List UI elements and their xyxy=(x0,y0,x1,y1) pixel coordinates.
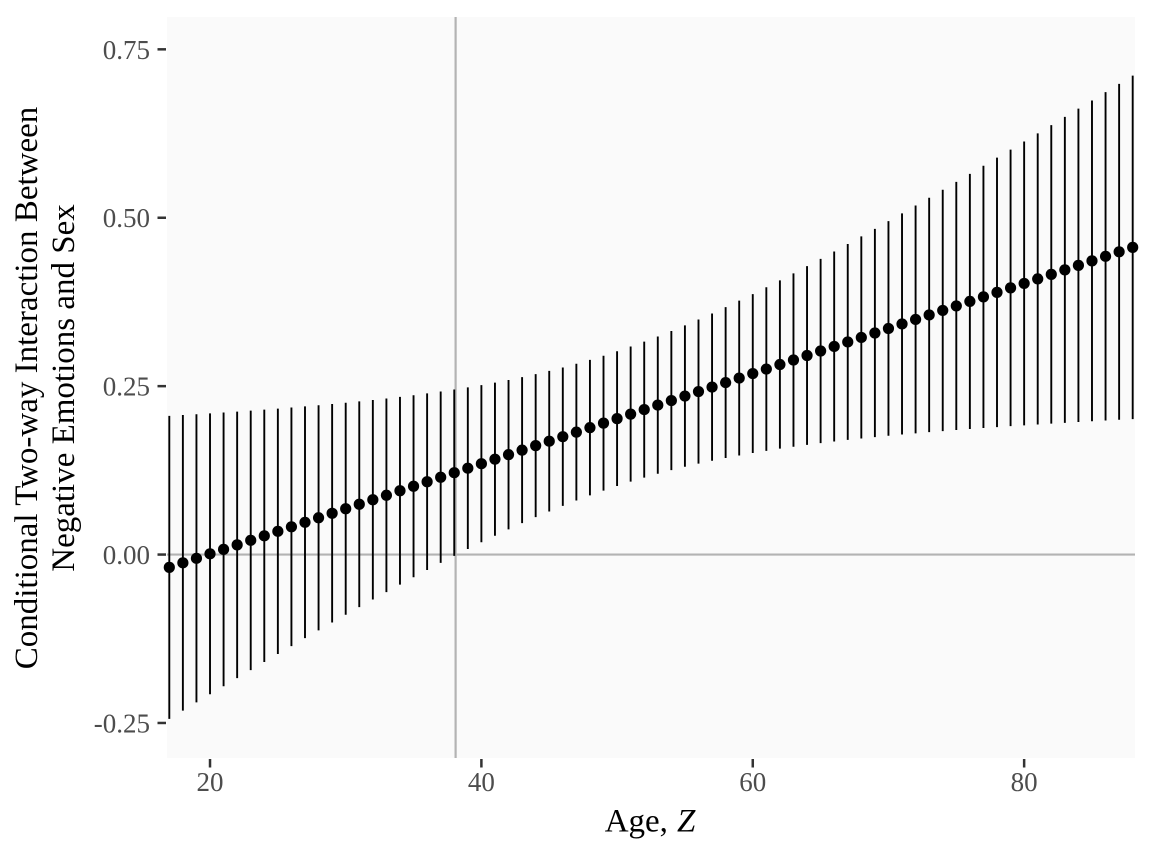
estimate-data-point xyxy=(991,286,1003,298)
estimate-data-point xyxy=(340,503,352,515)
estimate-data-point xyxy=(204,548,216,560)
estimate-data-point xyxy=(882,322,895,335)
estimate-data-point xyxy=(516,444,528,456)
estimate-data-point xyxy=(326,507,338,519)
estimate-data-point xyxy=(1059,264,1071,276)
estimate-data-point xyxy=(652,399,664,411)
estimate-data-point xyxy=(747,367,759,380)
x-axis-tick-label: 80 xyxy=(1011,767,1038,797)
estimate-data-point xyxy=(909,313,922,326)
estimate-data-point xyxy=(787,354,800,366)
x-axis-tick-label: 60 xyxy=(739,767,766,797)
estimate-data-point xyxy=(217,543,230,555)
estimate-data-point xyxy=(720,376,732,389)
estimate-data-point xyxy=(584,422,596,434)
x-axis-title-variable: Z xyxy=(676,803,696,840)
estimate-data-point xyxy=(299,516,311,528)
x-axis-title-text: Age, xyxy=(604,803,668,840)
estimate-data-point xyxy=(543,435,555,447)
estimate-data-point xyxy=(190,552,203,564)
estimate-data-point xyxy=(1004,282,1017,294)
estimate-data-point xyxy=(177,557,189,569)
estimate-data-point xyxy=(1032,273,1044,285)
estimate-data-point xyxy=(380,489,393,501)
estimate-data-point xyxy=(272,525,284,537)
estimate-data-point xyxy=(665,394,677,407)
estimate-data-point xyxy=(421,476,433,488)
estimate-data-point xyxy=(1072,259,1085,271)
estimate-data-point xyxy=(530,440,542,452)
x-axis-title: Age, Z xyxy=(605,804,696,841)
estimate-data-point xyxy=(692,385,705,398)
estimate-data-point xyxy=(896,318,908,330)
x-axis-tick-label: 40 xyxy=(468,767,495,797)
estimate-data-point xyxy=(842,336,854,348)
estimate-data-point xyxy=(638,403,650,416)
estimate-data-point xyxy=(1113,246,1125,258)
y-axis-tick-label: 0.25 xyxy=(103,372,150,402)
y-axis-tick-label: -0.25 xyxy=(94,708,150,738)
estimate-data-point xyxy=(977,291,990,303)
estimate-data-point xyxy=(435,471,447,483)
estimate-data-point xyxy=(163,561,175,573)
estimate-data-point xyxy=(625,408,637,420)
estimate-data-point xyxy=(367,494,379,506)
estimate-data-point xyxy=(774,358,786,371)
estimate-data-point xyxy=(597,417,610,429)
estimate-data-point xyxy=(312,512,325,524)
y-axis-tick-label: 0.75 xyxy=(103,35,150,65)
estimate-data-point xyxy=(1086,255,1098,267)
estimate-data-point xyxy=(353,498,365,510)
estimate-data-point xyxy=(462,462,474,474)
estimate-data-point xyxy=(964,295,976,308)
estimate-data-point xyxy=(828,340,840,353)
estimate-data-point xyxy=(1045,268,1057,280)
estimate-data-point xyxy=(502,449,515,461)
y-axis-title-line1: Conditional Two-way Interaction Between xyxy=(9,106,45,670)
estimate-data-point xyxy=(489,453,501,465)
estimate-data-point xyxy=(394,485,406,497)
estimate-data-point xyxy=(815,345,827,357)
estimate-data-point xyxy=(869,327,881,339)
estimate-data-point xyxy=(937,304,949,317)
estimate-data-point xyxy=(679,390,691,402)
estimate-data-point xyxy=(950,300,962,312)
estimate-data-point xyxy=(1018,277,1030,290)
estimate-data-point xyxy=(611,413,623,425)
estimate-data-point xyxy=(706,381,718,393)
x-axis-tick-label: 20 xyxy=(197,767,224,797)
estimate-data-point xyxy=(923,309,935,321)
estimate-data-point xyxy=(285,521,298,533)
estimate-data-point xyxy=(231,539,243,551)
panel-background xyxy=(167,17,1135,758)
estimate-data-point xyxy=(475,458,487,470)
estimate-data-point xyxy=(733,372,745,384)
estimate-data-point xyxy=(801,349,813,362)
y-axis-title-line2: Negative Emotions and Sex xyxy=(46,204,82,572)
estimate-data-point xyxy=(557,431,569,443)
estimate-data-point xyxy=(1127,241,1139,253)
estimate-data-point xyxy=(448,467,460,479)
estimate-data-point xyxy=(760,363,772,375)
y-axis-tick-label: 0.50 xyxy=(103,203,150,233)
estimate-data-point xyxy=(258,530,270,542)
estimate-data-point xyxy=(855,331,867,344)
estimate-data-point xyxy=(245,534,257,546)
y-axis-title: Conditional Two-way Interaction Between … xyxy=(9,107,83,670)
estimate-data-point xyxy=(570,426,582,438)
estimate-data-point xyxy=(1099,250,1112,262)
y-axis-tick-label: 0.00 xyxy=(103,540,150,570)
estimate-data-point xyxy=(407,480,420,492)
